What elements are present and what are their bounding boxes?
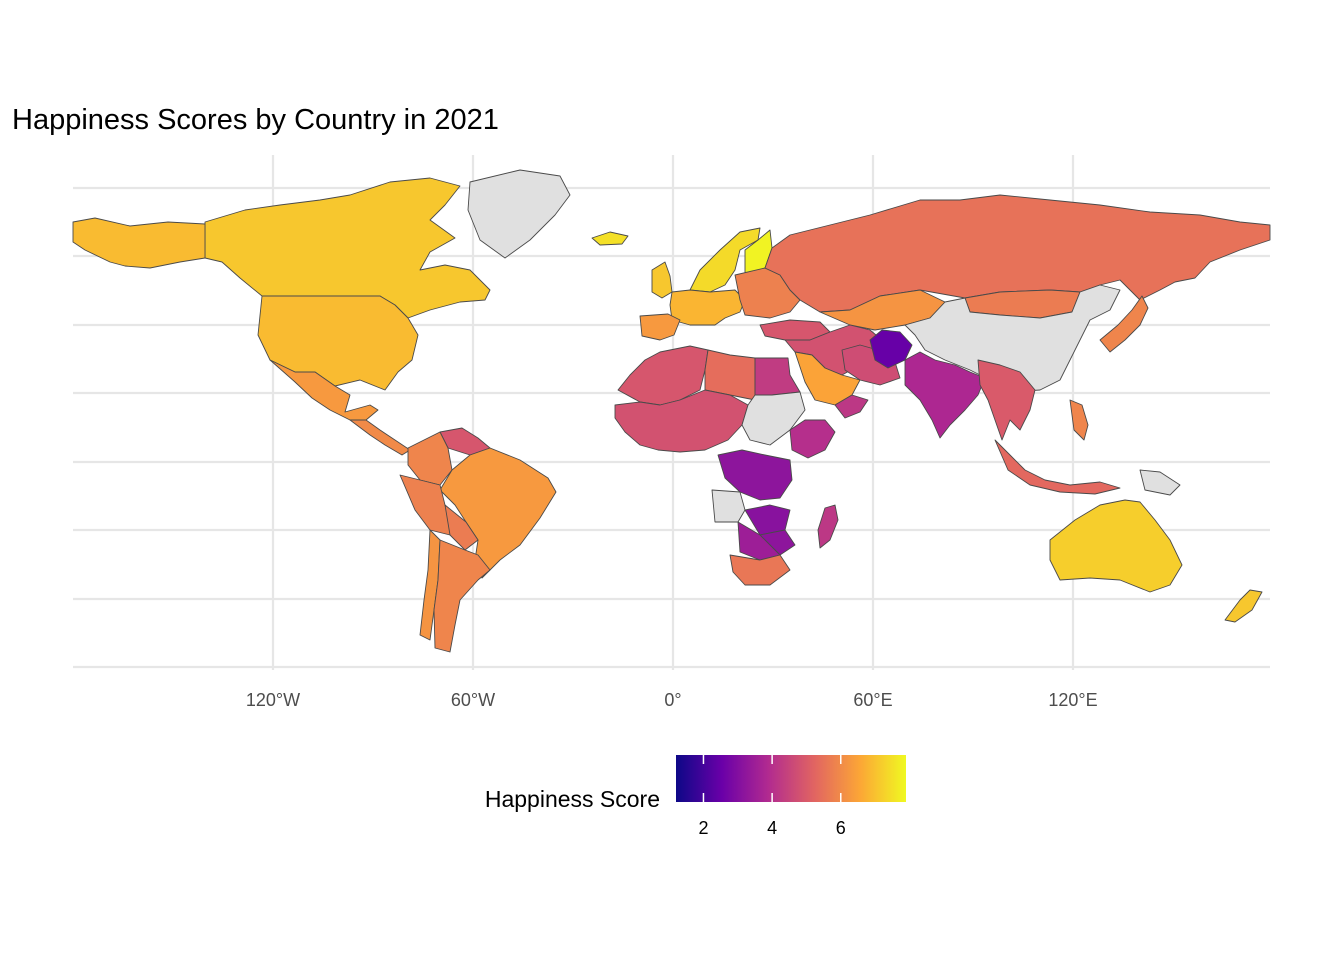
legend: Happiness Score 2 4 6 [485, 755, 906, 838]
country-greenland [467, 169, 571, 259]
country-western-europe [669, 289, 746, 326]
country-united-kingdom [651, 261, 673, 299]
x-tick-label: 60°W [451, 690, 495, 710]
legend-tick-label: 2 [698, 818, 708, 838]
country-spain-portugal [639, 313, 681, 341]
country-indonesia [994, 439, 1121, 495]
country-new-zealand [1224, 589, 1263, 623]
country-yemen [834, 394, 869, 419]
country-colombia [407, 431, 453, 486]
country-south-africa [729, 554, 791, 586]
country-alaska [72, 217, 206, 269]
country-west-africa [614, 389, 749, 453]
x-tick-label: 60°E [853, 690, 892, 710]
country-central-america [349, 419, 411, 456]
country-india [904, 351, 986, 439]
x-tick-label: 0° [664, 690, 681, 710]
country-afghanistan [869, 329, 913, 369]
country-iceland [591, 231, 629, 246]
country-japan [1099, 295, 1149, 353]
country-saudi-arabia [794, 351, 861, 406]
x-axis: 120°W 60°W 0° 60°E 120°E [246, 690, 1098, 710]
x-tick-label: 120°W [246, 690, 300, 710]
legend-tick-label: 6 [836, 818, 846, 838]
x-tick-label: 120°E [1048, 690, 1097, 710]
legend-ticks: 2 4 6 [698, 755, 846, 838]
country-bolivia [444, 504, 479, 551]
country-iran [841, 344, 901, 386]
country-china [904, 284, 1121, 393]
country-australia [1049, 499, 1183, 593]
chart-title: Happiness Scores by Country in 2021 [12, 104, 499, 136]
country-angola [711, 489, 746, 523]
country-philippines [1069, 399, 1089, 441]
country-sudan [741, 391, 806, 446]
country-southeast-asia [977, 359, 1036, 441]
legend-title: Happiness Score [485, 786, 660, 812]
country-mexico [269, 359, 379, 421]
country-ethiopia [789, 419, 836, 459]
country-united-states [257, 295, 419, 391]
legend-colorbar [676, 755, 906, 802]
country-madagascar [817, 504, 839, 549]
country-papua-new-guinea [1139, 469, 1181, 496]
legend-tick-label: 4 [767, 818, 777, 838]
country-brazil [439, 447, 557, 579]
country-argentina [433, 539, 491, 653]
country-layer [72, 169, 1271, 653]
country-egypt [754, 357, 801, 396]
country-dr-congo [717, 449, 793, 501]
country-zambia [744, 504, 791, 536]
